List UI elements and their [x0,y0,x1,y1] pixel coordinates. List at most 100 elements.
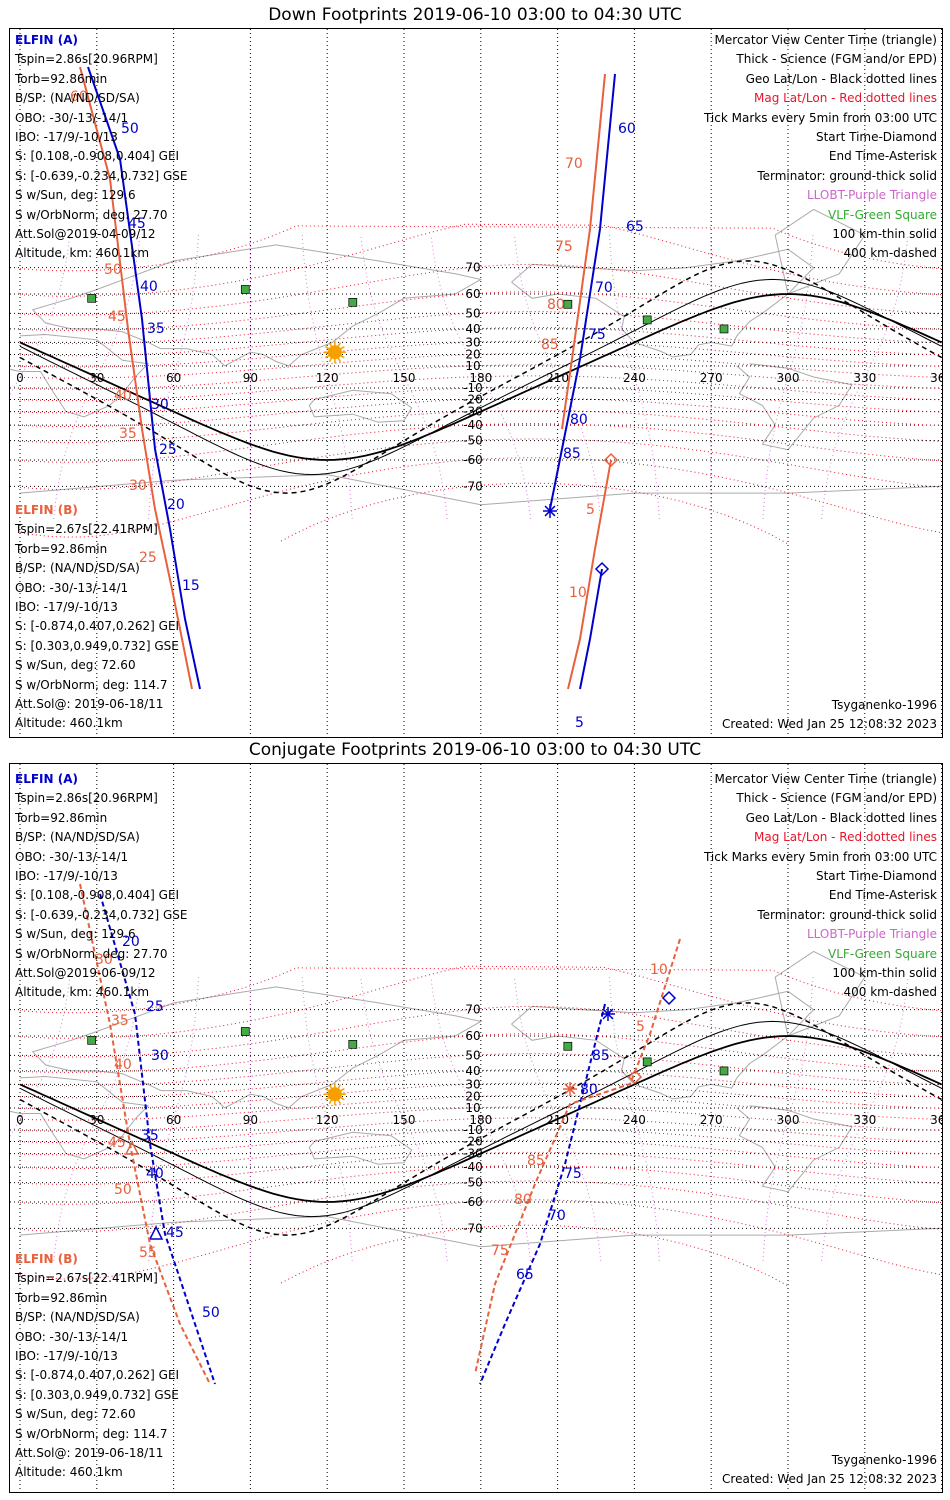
elfin-a-track-tick-label: 30 [151,1048,169,1064]
lon-tick-label: 330 [853,1113,876,1127]
terminator-ground [19,293,942,461]
mag-meridian [762,977,814,1261]
model-name: Tsyganenko-1996 [831,1453,937,1467]
created-date: Created: Wed Jan 25 12:08:32 2023 [722,717,937,731]
elfin-b-line: B/SP: (NA/ND/SD/SA) [15,561,140,576]
lon-tick-label: 30 [89,1113,104,1127]
elfin-b-track-tick-label: 50 [104,262,122,278]
legend-item: Start Time-Diamond [815,129,937,144]
elfin-b-track-2 [561,73,606,430]
lon-tick-label: 240 [623,371,646,385]
coastline [736,1105,853,1193]
mag-meridian [148,977,200,1261]
elfin-b-track-tick-label: 10 [650,962,668,978]
elfin-b-track-tick-label: 70 [565,156,583,172]
lon-tick-label: 150 [393,371,416,385]
mag-meridian [301,977,353,1261]
lon-tick-label: 0 [16,371,24,385]
lon-tick-label: 60 [166,1113,181,1127]
elfin-a-track-2 [479,1003,606,1385]
coastline [774,950,866,1037]
elfin-b-track-tick-label: 25 [139,550,157,566]
lon-tick-label: 210 [546,1113,569,1127]
elfin-b-line: S w/OrbNorm, deg: 114.7 [15,677,168,692]
elfin-a-line: Altitude, km: 460.1km [15,246,150,261]
start-diamond-icon [603,452,619,468]
lat-tick-label: -70 [463,479,483,493]
elfin-b-track-tick-label: 50 [114,1182,132,1198]
elfin-a-line: S: [-0.639,-0.234,0.732] GSE [15,168,188,183]
lat-tick-label: 30 [465,1077,480,1091]
elfin-b-line: Altitude: 460.1km [15,716,123,731]
mag-meridian [762,235,814,519]
mag-meridian [360,235,448,519]
legend-item: LLOBT-Purple Triangle [806,927,937,942]
map-panel-conj: 0 30 60 90 120 150 180 210 240 270 300 330 360 70 60 50… [9,763,943,1493]
lat-tick-label: -50 [463,434,483,448]
elfin-a-track-tick-label: 70 [595,280,613,296]
mag-meridian [513,235,602,519]
lat-tick-label: 70 [465,1003,480,1017]
mag-meridian [430,977,532,1261]
legend-down: Mercator View Center Time (triangle) Thi… [704,31,937,264]
mag-parallel [19,1180,942,1233]
lat-tick-label: -40 [463,418,483,432]
elfin-b-info-conj: ELFIN (B) Tspin=2.67s[22.41RPM] Torb=92.… [15,1250,179,1483]
lon-tick-label: 180 [469,1113,492,1127]
elfin-b-track-tick-label: 30 [129,478,147,494]
elfin-a-line: B/SP: (NA/ND/SD/SA) [15,830,140,845]
lon-tick-label: 300 [777,371,800,385]
elfin-a-track-tick-label: 75 [588,327,606,343]
coastline [774,208,866,295]
lat-tick-label: -60 [463,453,483,467]
elfin-b-track-tick-label: 45 [108,309,126,325]
model-name: Tsyganenko-1996 [831,698,937,712]
coastline [31,244,483,367]
elfin-a-track-tick-label: 25 [159,442,177,458]
elfin-a-line: S w/Sun, deg: 129.6 [15,927,136,942]
elfin-b-track-tick-label: 85 [541,337,559,353]
lat-tick-label: 20 [465,1090,480,1104]
elfin-a-track-tick-label: 20 [167,497,185,513]
coastline [31,986,483,1109]
mag-meridian [53,235,141,519]
mag-parallel [19,263,942,316]
elfin-b-track-tick-label: 40 [114,388,132,404]
elfin-a-track-tick-label: 85 [563,446,581,462]
footer-conj: Tsyganenko-1996 Created: Wed Jan 25 12:0… [722,1451,937,1489]
elfin-b-track-tick-label: 80 [514,1192,532,1208]
legend-item: Mercator View Center Time (triangle) [714,772,937,786]
lon-tick-label: 120 [316,371,339,385]
elfin-b-track-tick-label: 30 [95,952,113,968]
legend-item: VLF-Green Square [828,946,937,961]
elfin-a-track-tick-label: 20 [122,934,140,950]
legend-item: 400 km-dashed [843,246,937,261]
elfin-b-info-down: ELFIN (B) Tspin=2.67s[22.41RPM] Torb=92.… [15,501,179,734]
elfin-b-track-tick-label: 55 [139,1245,157,1261]
mag-parallel [280,482,789,545]
elfin-a-line: OBO: -30/-13/-14/1 [15,110,129,125]
legend-item: Start Time-Diamond [815,868,937,883]
mag-meridian [821,235,909,519]
elfin-a-track-tick-label: 65 [516,1267,534,1283]
elfin-b-track-tick-label: 85 [527,1153,545,1169]
elfin-b-line: Torb=92.86min [15,541,108,556]
lon-tick-label: 90 [243,1113,258,1127]
elfin-a-track-tick-label: 85 [592,1048,610,1064]
elfin-a-line: Altitude, km: 460.1km [15,985,150,1000]
elfin-a-track-tick-label: 50 [202,1305,220,1321]
start-diamond-icon [661,990,677,1006]
elfin-a-track-tick-label: 75 [564,1166,582,1182]
elfin-a-label: ELFIN (A) [15,772,78,786]
elfin-a-track-tick-label: 25 [146,999,164,1015]
mag-meridian [513,977,602,1261]
map-panel-down: 0 30 60 90 120 150 180 210 240 270 300 330 360 70 60 50… [9,28,943,738]
start-diamond-icon [627,1069,643,1085]
lat-tick-label: -10 [463,381,483,395]
elfin-a-track-tick-label: 15 [182,578,200,594]
mag-meridian [608,235,660,519]
vlf-square-icon [348,297,358,307]
vlf-square-icon [563,299,573,309]
panel-title-down: Down Footprints 2019-06-10 03:00 to 04:3… [268,5,682,25]
lat-tick-label: -60 [463,1195,483,1209]
